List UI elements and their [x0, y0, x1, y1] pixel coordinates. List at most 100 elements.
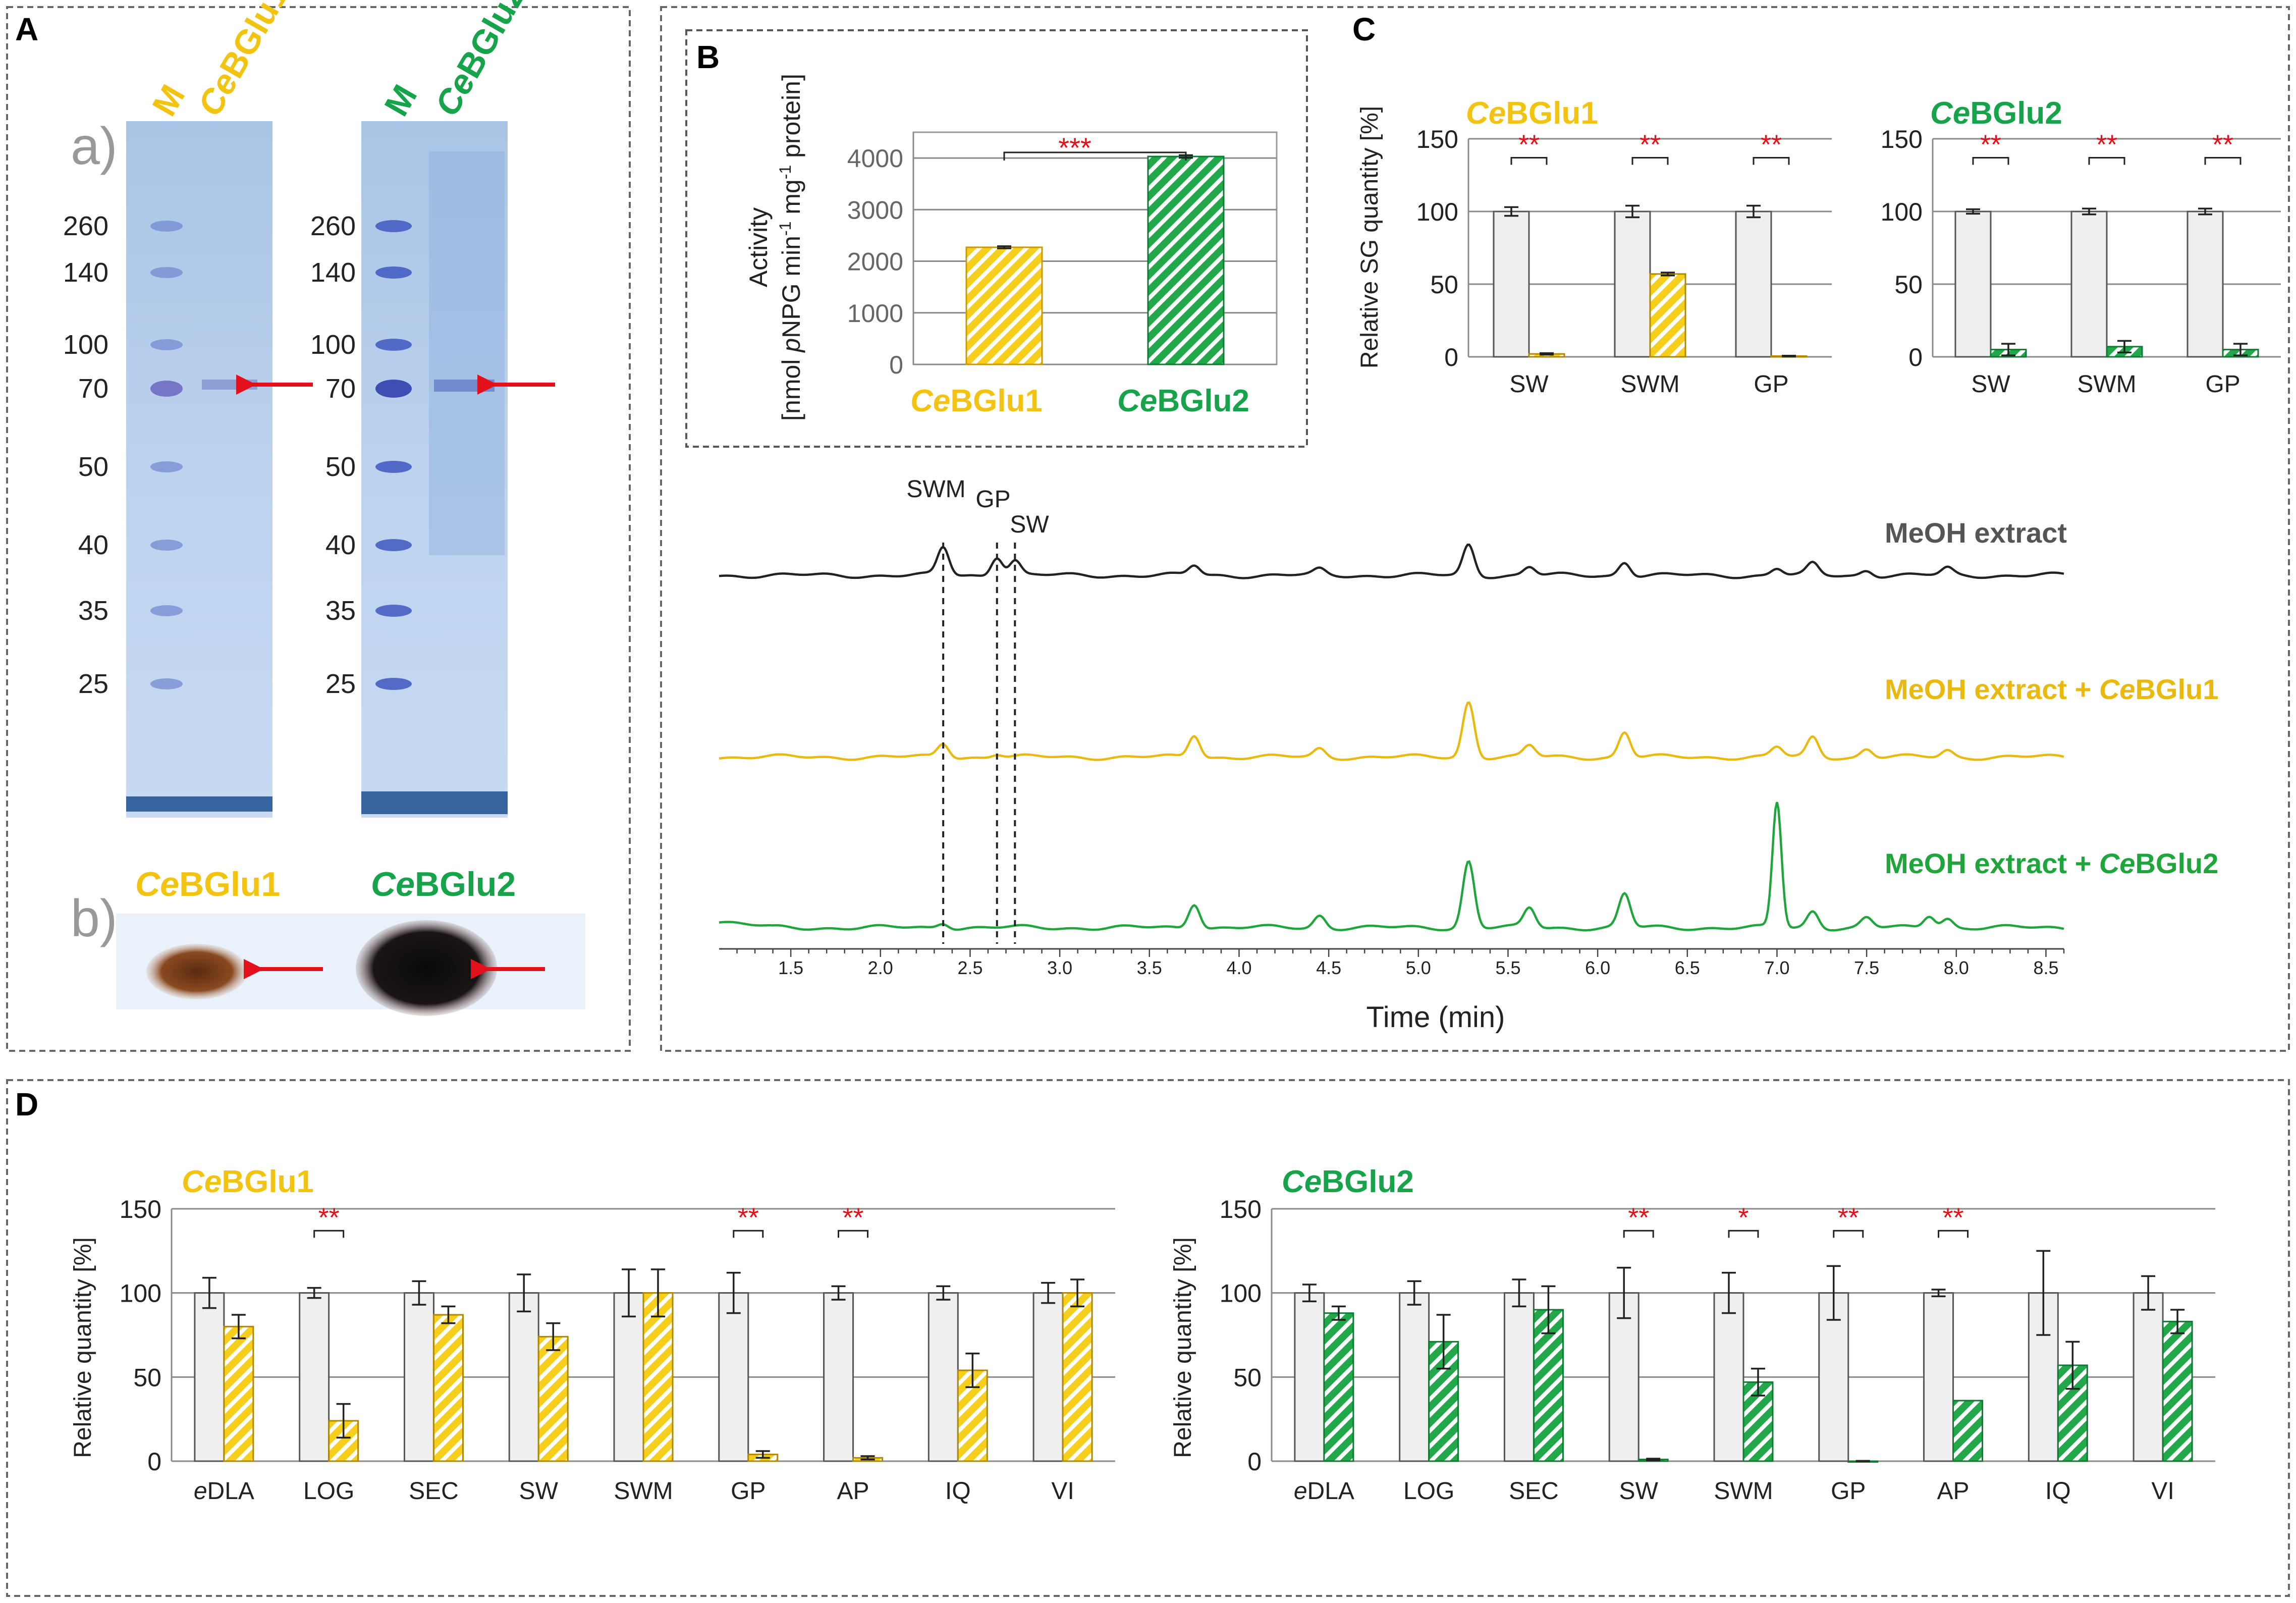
x-category-label: GP [731, 1478, 766, 1505]
y-tick-label: 50 [133, 1363, 161, 1392]
gel-right-smear [429, 151, 505, 555]
sub-label-a: a) [71, 117, 117, 176]
y-tick-label: 50 [1894, 271, 1923, 299]
x-category-label: GP [1754, 371, 1788, 398]
marker-label-right: 40 [325, 530, 356, 560]
gel-left-dye-front [126, 796, 272, 812]
marker-label-left: 100 [63, 330, 108, 360]
bar-enzyme [223, 1325, 254, 1462]
x-category-suffix: DLA [1307, 1478, 1354, 1505]
y-tick-label: 100 [1881, 198, 1923, 226]
x-category-label: GP [1831, 1478, 1866, 1505]
x-tick-label: 1.5 [778, 957, 803, 978]
bar-control [1954, 210, 1992, 358]
gel-markers: 260 140 100 70 50 40 35 25 260 140 100 70 50 40 35 25 [63, 211, 412, 699]
bar-control [299, 1292, 330, 1462]
significance-bracket [1972, 156, 2009, 165]
marker-band-left [150, 267, 183, 278]
marker-label-left: 25 [78, 669, 108, 699]
x-category-label: SEC [409, 1478, 459, 1505]
b-category-1: CeBGlu1 [910, 384, 1043, 418]
quantity-chart-cebglu1: CeBGlu1 Relative quantity [%] 0 50 100 150 e… [70, 1164, 1115, 1505]
bar-control [1735, 210, 1772, 358]
blot-band-1 [146, 944, 247, 999]
gel-panel: a) b) M CeBGlu1 M CeBGlu2 260 140 100 70 50 4… [63, 0, 585, 1016]
x-category-suffix: DLA [207, 1478, 254, 1505]
sg-chart-cebglu1: Relative SG quantity [%] CeBGlu1 0 50 100 1… [1356, 96, 1832, 398]
marker-label-right: 260 [310, 211, 356, 241]
x-category-prefix: e [1294, 1478, 1307, 1505]
y-tick-label: 4000 [847, 144, 903, 173]
b-category-2: CeBGlu2 [1117, 384, 1249, 418]
x-category-label: VI [2151, 1478, 2174, 1505]
y-tick-label: 150 [1416, 125, 1458, 153]
x-tick-label: 7.5 [1854, 957, 1879, 978]
trace-label-cebglu2: MeOH extract + CeBGlu2 [1885, 847, 2218, 879]
bar-enzyme [1952, 1400, 1984, 1462]
x-category-label: SWM [1620, 371, 1679, 398]
significance-bracket [313, 1230, 345, 1238]
x-category-label: SW [1509, 371, 1549, 398]
gel-right-dye-front [361, 791, 508, 814]
significance-bracket [1938, 1230, 1969, 1238]
bar-enzyme [1323, 1312, 1354, 1462]
bar [965, 246, 1043, 365]
peak-label-gp: GP [975, 486, 1010, 513]
x-category-label: LOG [1403, 1478, 1454, 1505]
c1-title: CeBGlu1 [1466, 96, 1598, 131]
sub-label-b: b) [71, 889, 117, 948]
marker-label-right: 140 [310, 257, 356, 288]
marker-label-left: 260 [63, 211, 108, 241]
chromatogram: SWM GP SW MeOH extract MeOH extract + Ce… [719, 476, 2218, 1034]
marker-band-right [375, 539, 412, 551]
significance-label: ** [1943, 1202, 1964, 1233]
significance-bracket [838, 1230, 869, 1238]
significance-bracket [1510, 156, 1548, 165]
blot-label-1: CeBGlu1 [135, 865, 280, 903]
x-tick-label: 4.5 [1316, 957, 1341, 978]
significance-bracket [1833, 1230, 1864, 1238]
x-category-label: IQ [945, 1478, 971, 1505]
x-category-label: SW [1971, 371, 2010, 398]
significance-label: ** [2096, 129, 2117, 159]
significance-label: ** [1639, 129, 1661, 159]
bar-control [194, 1292, 225, 1462]
marker-band-right [375, 380, 412, 398]
marker-band-left [150, 381, 183, 397]
d2-ylabel: Relative quantity [%] [1170, 1237, 1196, 1458]
blot-band-2 [356, 920, 497, 1016]
marker-label-left: 35 [78, 596, 108, 626]
lane-cebglu2-header: CeBGlu2 [427, 0, 533, 123]
bar-control [1399, 1292, 1430, 1462]
y-tick-label: 0 [1444, 343, 1458, 371]
peak-label-swm: SWM [906, 476, 965, 503]
significance-label: ** [738, 1202, 759, 1233]
marker-label-right: 70 [325, 373, 356, 404]
c2-title: CeBGlu2 [1930, 96, 2062, 131]
marker-band-right [375, 220, 412, 232]
gel-left [126, 121, 272, 818]
panel-bc-border [660, 6, 2290, 1052]
significance-label: ** [1980, 129, 2001, 159]
d1-title: CeBGlu1 [182, 1164, 314, 1199]
trace-label-meoh: MeOH extract [1885, 517, 2067, 549]
bar-enzyme [2162, 1320, 2193, 1462]
marker-label-left: 50 [78, 452, 108, 482]
x-category-label: SWM [614, 1478, 673, 1505]
quantity-chart-cebglu2: CeBGlu2 Relative quantity [%] 0 50 100 150 e… [1170, 1164, 2215, 1505]
x-tick-label: 4.0 [1226, 957, 1251, 978]
x-tick-label: 5.5 [1495, 957, 1520, 978]
d2-title: CeBGlu2 [1282, 1164, 1414, 1199]
marker-label-right: 25 [325, 669, 356, 699]
x-tick-label: 5.0 [1406, 957, 1431, 978]
marker-band-right [375, 266, 412, 279]
bar-control [2133, 1292, 2164, 1462]
lane-m-right: M [377, 78, 424, 122]
marker-band-right [375, 605, 412, 617]
y-tick-label: 0 [147, 1448, 161, 1476]
significance-label: ** [1628, 1202, 1649, 1233]
y-tick-label: 1000 [847, 299, 903, 328]
bar-control [1614, 210, 1651, 358]
marker-band-left [150, 339, 183, 350]
